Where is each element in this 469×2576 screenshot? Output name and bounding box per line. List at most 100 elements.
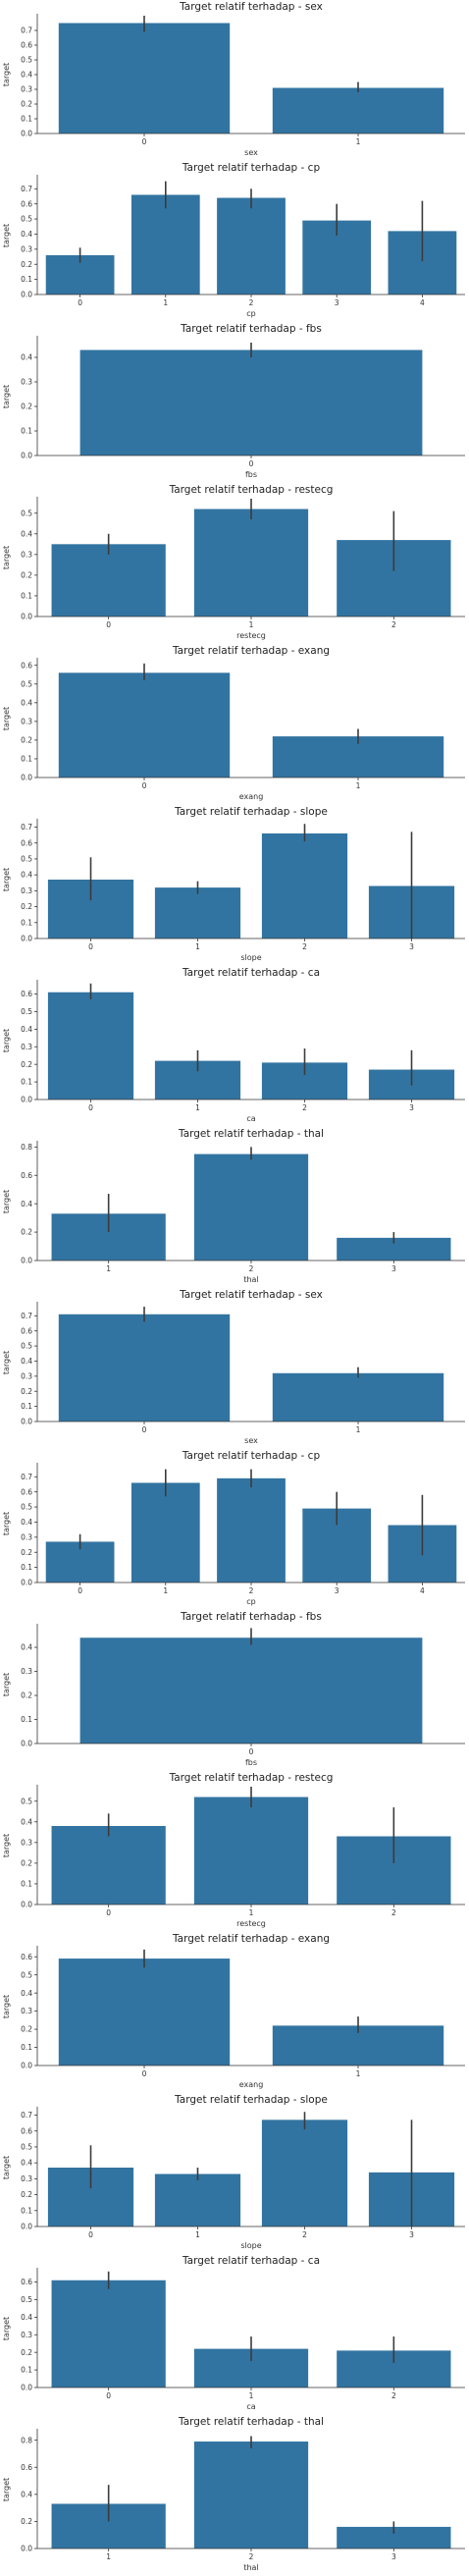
x-tick-label: 1 [163,1586,168,1595]
x-tick-label: 1 [356,2069,361,2078]
y-tick-label: 0.6 [21,2126,32,2135]
y-tick-label: 0.4 [21,1643,32,1652]
y-tick-label: 0.4 [21,2490,32,2498]
y-tick-label: 0.3 [21,717,32,725]
y-tick-label: 0.0 [21,2384,32,2392]
x-tick-label: 1 [356,137,361,146]
chart-title: Target relatif terhadap - sex [179,1289,323,1301]
bar-chart-3: Target relatif terhadap - restecg 0.0 0.1 0… [2,484,465,640]
y-tick-label: 0.7 [21,823,32,832]
y-tick-label: 0.5 [21,1970,32,1979]
x-tick-label: 3 [409,942,414,951]
y-tick-label: 0.5 [21,1007,32,1016]
y-tick-label: 0.3 [21,85,32,94]
y-axis-label: target [2,546,11,569]
y-tick-label: 0.4 [21,1200,32,1208]
x-axis-label: sex [244,148,258,157]
x-axis-label: fbs [245,1758,257,1767]
y-tick-label: 0.6 [21,1326,32,1335]
y-tick-label: 0.4 [21,230,32,239]
x-tick-label: 1 [356,781,361,790]
x-axis-label: thal [243,2563,258,2572]
bar-1 [130,194,200,295]
bar-1 [154,2174,241,2227]
x-tick-label: 0 [142,137,147,146]
bar-chart-12: Target relatif terhadap - exang 0.0 0.1 0.2… [2,1933,465,2089]
y-tick-label: 0.4 [21,353,32,362]
x-tick-label: 3 [335,1586,339,1595]
y-axis-label: target [2,707,11,730]
y-tick-label: 0.6 [21,1953,32,1961]
bar-3 [337,1237,451,1261]
x-axis-label: restecg [236,631,266,640]
y-tick-label: 0.3 [21,1371,32,1380]
x-axis-label: thal [243,1275,258,1284]
x-tick-label: 0 [106,1908,111,1917]
x-axis-label: restecg [236,1919,266,1928]
y-tick-label: 0.1 [21,918,32,927]
y-tick-label: 0.3 [21,1043,32,1051]
y-tick-label: 0.0 [21,291,32,299]
x-tick-label: 3 [335,298,339,307]
x-axis-label: exang [239,2080,264,2089]
y-tick-label: 0.3 [21,1532,32,1541]
x-tick-label: 1 [249,1908,254,1917]
y-tick-label: 0.2 [21,1228,32,1237]
bar-0 [58,1314,231,1422]
y-tick-label: 0.4 [21,529,32,538]
bar-chart-5: Target relatif terhadap - slope 0.0 0.1 0.2… [2,806,465,962]
y-tick-label: 0.3 [21,886,32,895]
x-axis-label: fbs [245,470,257,479]
y-axis-label: target [2,1512,11,1535]
y-tick-label: 0.2 [21,1060,32,1069]
bar-chart-14: Target relatif terhadap - ca 0.0 0.1 0.2 0.3… [2,2255,465,2411]
bar-chart-8: Target relatif terhadap - sex 0.0 0.1 0.2 0.… [2,1289,465,1445]
x-tick-label: 0 [88,942,93,951]
y-tick-label: 0.7 [21,185,32,193]
x-tick-label: 3 [391,2552,396,2561]
y-tick-label: 0.6 [21,41,32,50]
y-tick-label: 0.5 [21,1342,32,1351]
y-tick-label: 0.6 [21,2463,32,2472]
y-tick-label: 0.3 [21,2174,32,2183]
x-tick-label: 0 [249,1747,254,1756]
y-tick-label: 0.0 [21,130,32,138]
y-axis-label: target [2,868,11,891]
y-axis-label: target [2,1190,11,1213]
y-tick-label: 0.1 [21,427,32,436]
x-tick-label: 2 [391,2391,396,2400]
chart-title: Target relatif terhadap - ca [182,967,320,979]
x-axis-label: ca [246,1114,255,1123]
y-tick-label: 0.5 [21,1797,32,1805]
y-axis-label: target [2,2156,11,2179]
y-tick-label: 0.3 [21,550,32,559]
y-tick-label: 0.1 [21,2206,32,2215]
y-axis-label: target [2,224,11,247]
y-tick-label: 0.2 [21,2190,32,2199]
x-tick-label: 2 [391,1908,396,1917]
y-tick-label: 0.1 [21,592,32,601]
chart-title: Target relatif terhadap - ca [182,2255,320,2267]
y-tick-label: 0.4 [21,1025,32,1034]
y-tick-label: 0.5 [21,2143,32,2152]
y-tick-label: 0.2 [21,570,32,579]
y-tick-label: 0.5 [21,215,32,224]
y-tick-label: 0.4 [21,871,32,880]
x-tick-label: 2 [302,1103,307,1112]
x-axis-label: slope [240,2241,261,2250]
bar-chart-15: Target relatif terhadap - thal 0.0 0.2 0.4 0… [2,2416,465,2572]
y-tick-label: 0.2 [21,1387,32,1396]
y-tick-label: 0.1 [21,755,32,764]
y-tick-label: 0.3 [21,244,32,253]
x-axis-label: cp [246,309,255,318]
y-tick-label: 0.2 [21,2025,32,2034]
x-tick-label: 2 [249,1586,254,1595]
y-tick-label: 0.4 [21,1357,32,1366]
bar-0 [51,2280,166,2388]
x-tick-label: 0 [78,1586,82,1595]
y-tick-label: 0.0 [21,1257,32,1265]
x-tick-label: 1 [106,2552,111,2561]
x-tick-label: 0 [78,298,82,307]
y-tick-label: 0.2 [21,2517,32,2526]
y-axis-label: target [2,2478,11,2501]
